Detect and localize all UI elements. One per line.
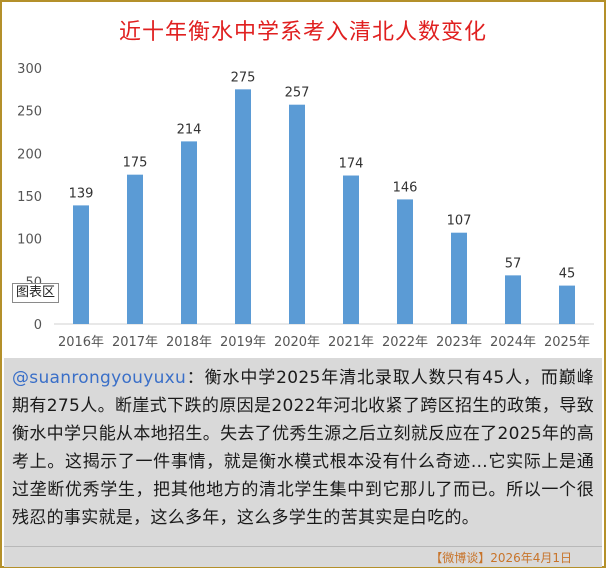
bar [343, 175, 359, 324]
x-tick-label: 2025年 [544, 335, 590, 350]
caption-body: ：衡水中学2025年清北录取人数只有45人，而巅峰期有275人。断崖式下跌的原因… [12, 368, 594, 528]
bar-chart: 0501001502002503001392016年1752017年214201… [17, 62, 594, 350]
x-tick-label: 2020年 [274, 335, 320, 350]
footer-source-date: 【微博谈】2026年4月1日 [430, 551, 572, 565]
y-tick-label: 200 [17, 147, 42, 162]
bar [451, 232, 467, 324]
bar [181, 141, 197, 324]
y-tick-label: 150 [17, 190, 42, 205]
data-label: 175 [123, 156, 148, 171]
data-label: 275 [231, 70, 256, 85]
caption-text: @suanrongyouyuxu：衡水中学2025年清北录取人数只有45人，而巅… [4, 358, 602, 532]
x-tick-label: 2023年 [436, 335, 482, 350]
x-tick-label: 2017年 [112, 335, 158, 350]
bar [235, 89, 251, 324]
x-tick-label: 2021年 [328, 335, 374, 350]
y-tick-label: 0 [34, 318, 42, 333]
x-tick-label: 2024年 [490, 335, 536, 350]
x-tick-label: 2018年 [166, 335, 212, 350]
author-handle[interactable]: @suanrongyouyuxu [12, 368, 187, 388]
data-label: 174 [339, 157, 364, 172]
y-tick-label: 250 [17, 105, 42, 120]
chart-panel: 近十年衡水中学系考入清北人数变化 05010015020025030013920… [4, 4, 602, 356]
data-label: 139 [69, 186, 94, 201]
bar [505, 275, 521, 324]
x-tick-label: 2019年 [220, 335, 266, 350]
data-label: 257 [285, 86, 310, 101]
y-tick-label: 300 [17, 62, 42, 77]
bar [127, 174, 143, 324]
bar [559, 285, 575, 324]
x-tick-label: 2016年 [58, 335, 104, 350]
data-label: 214 [177, 122, 202, 137]
data-label: 146 [393, 180, 418, 195]
chart-title: 近十年衡水中学系考入清北人数变化 [118, 20, 487, 45]
x-tick-label: 2022年 [382, 335, 428, 350]
bar [289, 104, 305, 325]
data-label: 107 [447, 214, 472, 229]
data-label: 45 [559, 267, 576, 282]
data-label: 57 [505, 256, 522, 271]
bar [73, 205, 89, 324]
chart-area-tag: 图表区 [12, 283, 60, 303]
footer-bar: 【微博谈】2026年4月1日 [4, 546, 602, 567]
y-tick-label: 100 [17, 233, 42, 248]
bar [397, 199, 413, 324]
caption-panel: @suanrongyouyuxu：衡水中学2025年清北录取人数只有45人，而巅… [4, 358, 602, 546]
